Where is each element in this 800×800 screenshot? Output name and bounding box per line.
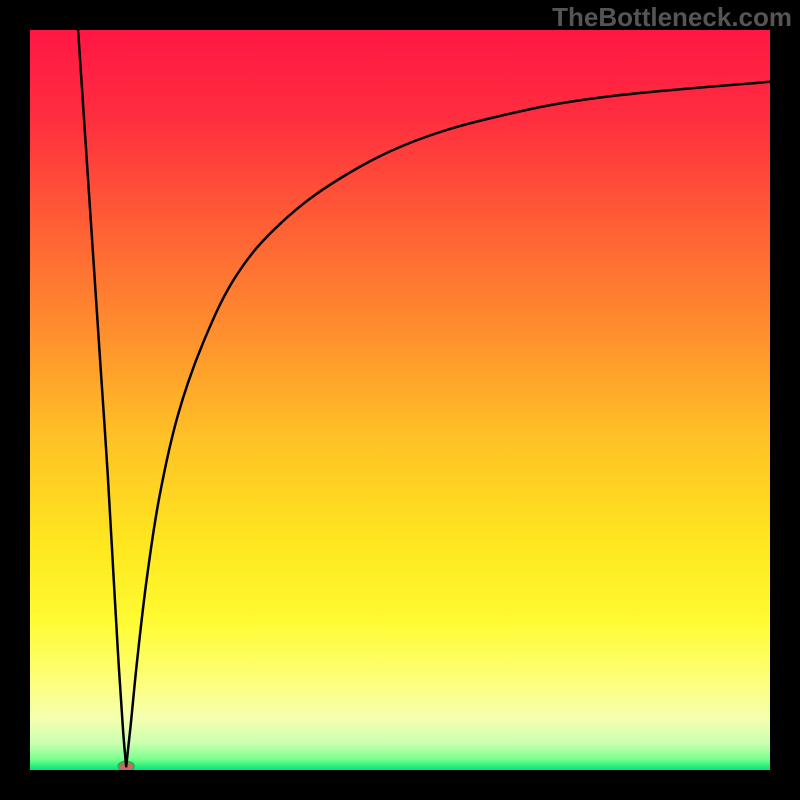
watermark-text: TheBottleneck.com (552, 2, 792, 33)
chart-background-gradient (30, 30, 770, 770)
bottleneck-chart: TheBottleneck.com (0, 0, 800, 800)
chart-svg (0, 0, 800, 800)
